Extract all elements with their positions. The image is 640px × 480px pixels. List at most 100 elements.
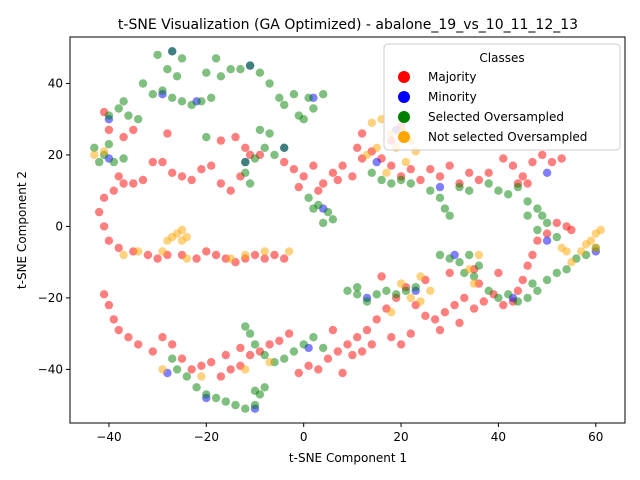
point-majority [416,175,425,185]
point-majority [260,254,269,263]
point-majority [377,272,386,281]
point-majority [104,300,114,310]
x-axis-label: t-SNE Component 1 [289,451,407,465]
point-majority [114,325,123,335]
point-selected-oversampled [241,157,250,167]
point-not-selected-oversampled [396,279,406,288]
point-majority [148,157,157,167]
point-majority [211,250,221,260]
point-majority [508,161,518,170]
point-selected-oversampled [362,297,372,306]
point-not-selected-oversampled [586,236,596,245]
point-selected-oversampled [211,54,221,63]
point-majority [114,172,123,181]
point-majority [465,168,474,177]
point-majority [109,315,119,324]
point-selected-oversampled [533,286,542,295]
point-not-selected-oversampled [406,293,415,303]
point-majority [284,329,294,338]
point-selected-oversampled [367,168,376,177]
point-selected-oversampled [202,68,211,77]
point-not-selected-oversampled [260,247,269,256]
point-majority [280,254,289,263]
y-tick-label: 40 [48,76,63,90]
point-selected-oversampled [260,143,269,152]
point-selected-oversampled [387,179,396,188]
point-minority [542,168,552,177]
point-not-selected-oversampled [367,118,376,128]
point-selected-oversampled [119,154,128,163]
point-selected-oversampled [523,211,532,220]
point-majority [348,172,357,181]
point-selected-oversampled [494,186,503,195]
point-not-selected-oversampled [177,225,187,235]
point-majority [533,236,542,245]
point-selected-oversampled [231,400,240,410]
x-tick-label: 40 [491,430,506,444]
point-selected-oversampled [552,268,561,278]
point-majority [158,333,167,342]
point-selected-oversampled [114,104,123,113]
point-majority [143,250,153,260]
legend: Classes Majority Minority Selected Oversam… [383,43,621,151]
point-selected-oversampled [533,225,542,235]
point-selected-oversampled [401,286,411,295]
point-majority [314,365,323,374]
point-majority [275,336,284,345]
point-majority [406,165,415,174]
point-selected-oversampled [523,293,532,303]
point-majority [435,172,445,181]
legend-title: Classes [479,51,524,65]
point-not-selected-oversampled [119,250,128,260]
point-selected-oversampled [202,390,211,399]
x-axis: −40 −20 0 20 40 60 [96,423,603,444]
point-not-selected-oversampled [416,297,425,306]
point-majority [119,179,128,188]
point-selected-oversampled [104,111,114,120]
y-axis: −40 −20 0 20 40 [38,76,70,376]
point-selected-oversampled [445,211,454,220]
point-majority [148,347,157,356]
point-majority [474,175,484,185]
point-minority [542,236,552,245]
point-not-selected-oversampled [426,286,435,295]
point-majority [479,297,488,306]
x-tick-label: 0 [300,430,308,444]
point-not-selected-oversampled [182,232,191,242]
point-selected-oversampled [250,400,260,410]
chart-title: t-SNE Visualization (GA Optimized) - aba… [118,17,578,33]
point-not-selected-oversampled [469,279,479,288]
point-majority [187,365,196,374]
point-not-selected-oversampled [416,272,425,281]
point-majority [499,154,508,163]
point-selected-oversampled [455,182,464,192]
point-selected-oversampled [226,65,235,74]
point-selected-oversampled [241,168,250,177]
point-selected-oversampled [396,175,406,185]
point-selected-oversampled [168,354,177,363]
point-selected-oversampled [158,86,167,95]
point-majority [99,290,109,299]
point-selected-oversampled [426,186,435,195]
point-majority [455,318,464,328]
point-selected-oversampled [533,204,542,213]
point-majority [104,125,114,135]
point-majority [484,168,493,177]
point-not-selected-oversampled [158,365,167,374]
point-selected-oversampled [474,261,484,270]
point-majority [406,329,415,338]
point-selected-oversampled [513,297,523,306]
point-majority [387,333,396,342]
point-majority [231,132,240,142]
point-selected-oversampled [250,386,260,395]
point-selected-oversampled [275,93,284,103]
point-selected-oversampled [504,290,513,299]
point-selected-oversampled [465,186,474,195]
point-majority [241,143,250,152]
point-majority [499,300,508,310]
point-majority [221,350,230,360]
point-selected-oversampled [455,258,464,267]
point-majority [129,179,138,188]
point-selected-oversampled [319,90,328,99]
y-tick-label: 0 [55,219,63,233]
